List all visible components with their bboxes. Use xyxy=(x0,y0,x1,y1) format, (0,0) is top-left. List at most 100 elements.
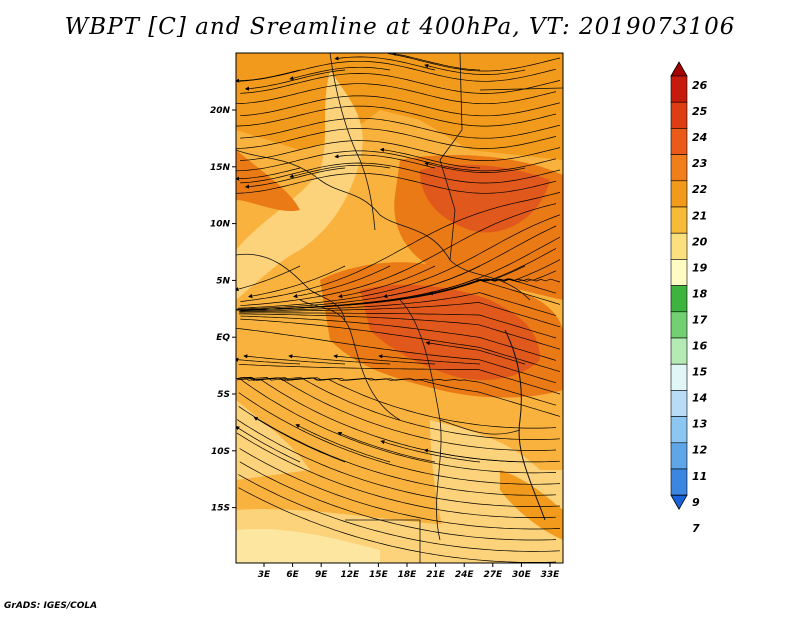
colorbar-label: 12 xyxy=(692,444,708,457)
colorbar-segment xyxy=(670,363,688,391)
latitude-axis: 20N 15N 10N 5N EQ 5S 10S 15S xyxy=(210,106,236,514)
colorbar-segment xyxy=(670,232,688,260)
streamline xyxy=(240,140,561,161)
colorbar-segment xyxy=(670,154,688,182)
streamline xyxy=(239,448,561,530)
streamline-arrow xyxy=(293,265,391,299)
colorbar-bottom-arrow xyxy=(670,494,688,511)
lon-tick-label: 21E xyxy=(426,570,446,580)
streamline-arrow xyxy=(244,69,346,91)
streamline-arrow xyxy=(236,69,301,83)
colorbar-top-arrow xyxy=(670,61,688,77)
lat-tick-label: 15N xyxy=(210,163,231,173)
streamline xyxy=(240,318,561,372)
colorbar-label: 11 xyxy=(692,470,707,483)
streamline-arrow xyxy=(424,63,526,75)
streamline-arrow xyxy=(383,265,481,299)
lon-tick-label: 18E xyxy=(398,570,418,580)
streamline xyxy=(236,128,557,149)
colorbar-label: 18 xyxy=(692,287,708,300)
colorbar-segment xyxy=(670,206,688,234)
country-borders xyxy=(236,53,563,563)
streamline-arrow xyxy=(380,440,481,463)
colorbar-segment xyxy=(670,390,688,417)
colorbar-label: 26 xyxy=(692,79,708,92)
colorbar-label: 20 xyxy=(692,235,708,248)
streamlines xyxy=(236,53,561,563)
lon-tick-label: 24E xyxy=(455,570,475,580)
streamline xyxy=(240,192,561,302)
map-plot-area xyxy=(236,53,563,563)
colorbar-segment xyxy=(670,180,688,208)
streamline-arrow xyxy=(391,53,481,71)
colorbar-label: 15 xyxy=(692,366,708,379)
grads-credit: GrADS: IGES/COLA xyxy=(4,601,98,611)
streamline xyxy=(236,376,557,429)
lon-tick-label: 3E xyxy=(258,570,271,580)
streamline-arrow xyxy=(289,66,391,81)
streamline xyxy=(236,150,557,172)
streamline-arrow xyxy=(428,265,526,296)
streamline xyxy=(388,53,561,72)
map-title: WBPT [C] and Sreamline at 400hPa, VT: 20… xyxy=(64,14,736,40)
streamline xyxy=(236,279,561,311)
colorbar-segment xyxy=(670,259,688,286)
streamline xyxy=(237,214,561,309)
streamline-arrow xyxy=(288,354,391,365)
colorbar-segment xyxy=(670,101,688,129)
streamline-arrow xyxy=(423,448,526,463)
streamline-arrow xyxy=(379,147,481,169)
streamline xyxy=(238,363,561,395)
lat-tick-label: 5N xyxy=(216,276,230,286)
streamline xyxy=(240,203,557,307)
colorbar-label: 7 xyxy=(692,522,700,535)
streamline xyxy=(240,73,561,94)
colorbar-segment xyxy=(670,75,688,103)
map-frame xyxy=(235,52,564,564)
colorbar-segment xyxy=(670,442,688,470)
streamline xyxy=(238,406,557,496)
lon-tick-label: 30E xyxy=(512,570,532,580)
streamline-arrow xyxy=(244,167,346,189)
streamline xyxy=(240,292,557,316)
lat-tick-label: 20N xyxy=(210,106,231,116)
colorbar-segment xyxy=(670,128,688,155)
colorbar-label: 14 xyxy=(692,392,707,405)
streamline-arrow xyxy=(338,265,436,299)
lat-tick-label: 5S xyxy=(217,390,230,400)
colorbar-segment xyxy=(670,285,688,313)
colorbar-label: 16 xyxy=(692,340,708,353)
colorbar-segment xyxy=(670,416,688,444)
streamline xyxy=(236,327,557,384)
lat-tick-label: 10N xyxy=(210,220,231,230)
lat-tick-label: EQ xyxy=(216,333,230,343)
streamline xyxy=(240,95,561,117)
colorbar-label: 13 xyxy=(692,418,708,431)
colorbar-label: 24 xyxy=(692,131,707,144)
streamline-arrow xyxy=(236,167,301,181)
streamline-arrow xyxy=(253,416,346,463)
colorbar-label: 23 xyxy=(692,157,708,170)
streamline xyxy=(236,172,557,194)
streamline-arrow xyxy=(337,431,436,463)
lon-tick-label: 9E xyxy=(315,570,328,580)
streamline xyxy=(236,83,557,105)
streamline-arrow xyxy=(236,426,301,463)
streamline-arrow xyxy=(334,56,436,71)
streamline-arrow xyxy=(248,265,346,299)
streamline xyxy=(238,474,561,552)
streamline xyxy=(236,432,557,518)
streamline xyxy=(240,162,561,184)
lat-tick-label: 10S xyxy=(211,447,230,457)
streamline xyxy=(238,392,561,485)
streamline xyxy=(238,487,557,563)
longitude-axis: 3E 6E 9E 12E 15E 18E 21E 24E 27E 30E 33E xyxy=(258,563,560,580)
streamline-arrow xyxy=(378,354,481,365)
colorbar-segment xyxy=(670,337,688,365)
lon-tick-label: 33E xyxy=(541,570,561,580)
colorbar-label: 21 xyxy=(692,209,707,222)
colorbar-label: 22 xyxy=(692,183,708,196)
lon-tick-label: 15E xyxy=(369,570,389,580)
streamline xyxy=(240,315,557,361)
